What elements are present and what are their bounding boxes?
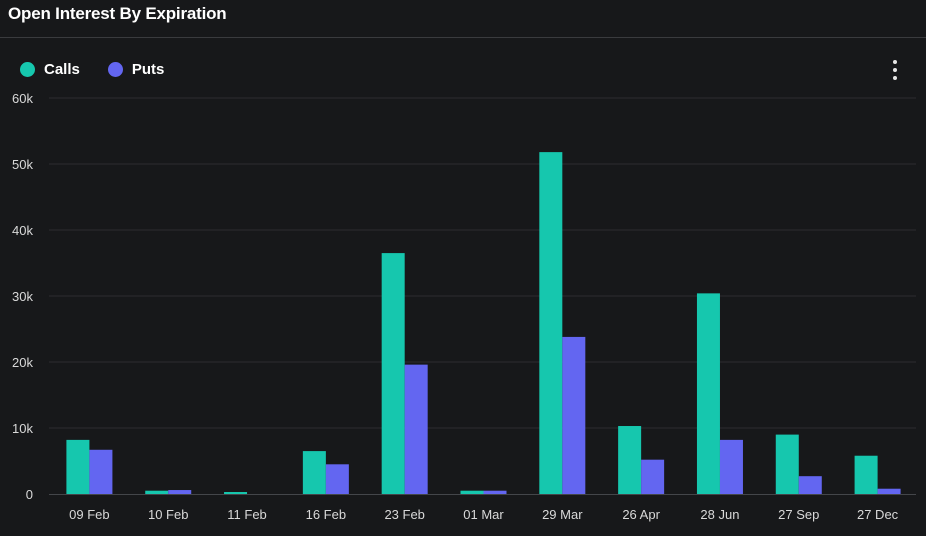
bar-calls bbox=[381, 253, 405, 494]
x-tick-label: 29 Mar bbox=[542, 507, 583, 522]
legend-label-puts: Puts bbox=[131, 60, 165, 78]
legend-item-calls[interactable]: Calls bbox=[20, 61, 80, 78]
y-tick-label: 10k bbox=[12, 421, 33, 436]
bar-calls bbox=[66, 439, 90, 494]
y-tick-label: 40k bbox=[12, 223, 33, 238]
more-vertical-icon bbox=[893, 60, 897, 64]
y-tick-label: 0 bbox=[26, 487, 33, 502]
bar-puts bbox=[798, 476, 822, 494]
bar-calls bbox=[460, 490, 484, 494]
chart-legend: Calls Puts bbox=[20, 60, 192, 78]
x-tick-label: 27 Sep bbox=[778, 507, 819, 522]
bar-puts bbox=[89, 449, 113, 494]
bar-puts bbox=[325, 464, 349, 494]
more-vertical-icon-dot bbox=[893, 68, 897, 72]
bar-puts bbox=[562, 336, 586, 494]
x-tick-label: 11 Feb bbox=[227, 507, 267, 522]
x-tick-label: 16 Feb bbox=[306, 507, 346, 522]
bar-calls bbox=[696, 293, 720, 494]
y-tick-label: 60k bbox=[12, 91, 33, 106]
bar-calls bbox=[145, 490, 169, 494]
legend-item-puts[interactable]: Puts bbox=[107, 60, 165, 78]
x-tick-label: 27 Dec bbox=[857, 507, 899, 522]
x-tick-label: 23 Feb bbox=[384, 507, 424, 522]
chart-menu-button[interactable] bbox=[884, 58, 906, 82]
x-tick-label: 26 Apr bbox=[622, 507, 660, 522]
bar-puts bbox=[168, 490, 192, 494]
bar-calls bbox=[775, 434, 799, 494]
x-tick-label: 28 Jun bbox=[700, 507, 739, 522]
puts-dot-icon bbox=[107, 61, 123, 77]
bar-puts bbox=[641, 459, 665, 494]
x-tick-label: 10 Feb bbox=[148, 507, 188, 522]
bar-calls bbox=[224, 492, 248, 494]
chart-title: Open Interest By Expiration bbox=[8, 4, 227, 23]
y-tick-label: 30k bbox=[12, 289, 33, 304]
bar-puts bbox=[719, 439, 743, 494]
more-vertical-icon-dot bbox=[893, 76, 897, 80]
x-tick-label: 01 Mar bbox=[463, 507, 504, 522]
bar-puts bbox=[483, 490, 507, 494]
bar-calls bbox=[302, 451, 326, 494]
bar-puts bbox=[877, 488, 901, 494]
bar-calls bbox=[854, 455, 878, 494]
y-tick-label: 50k bbox=[12, 157, 33, 172]
x-tick-label: 09 Feb bbox=[69, 507, 109, 522]
bar-calls bbox=[618, 426, 642, 494]
chart-header: Open Interest By Expiration bbox=[0, 0, 926, 38]
calls-dot-icon bbox=[20, 61, 35, 77]
bar-puts bbox=[404, 364, 428, 494]
legend-label-calls: Calls bbox=[44, 60, 80, 78]
bar-calls bbox=[539, 152, 563, 494]
y-tick-label: 20k bbox=[12, 355, 33, 370]
